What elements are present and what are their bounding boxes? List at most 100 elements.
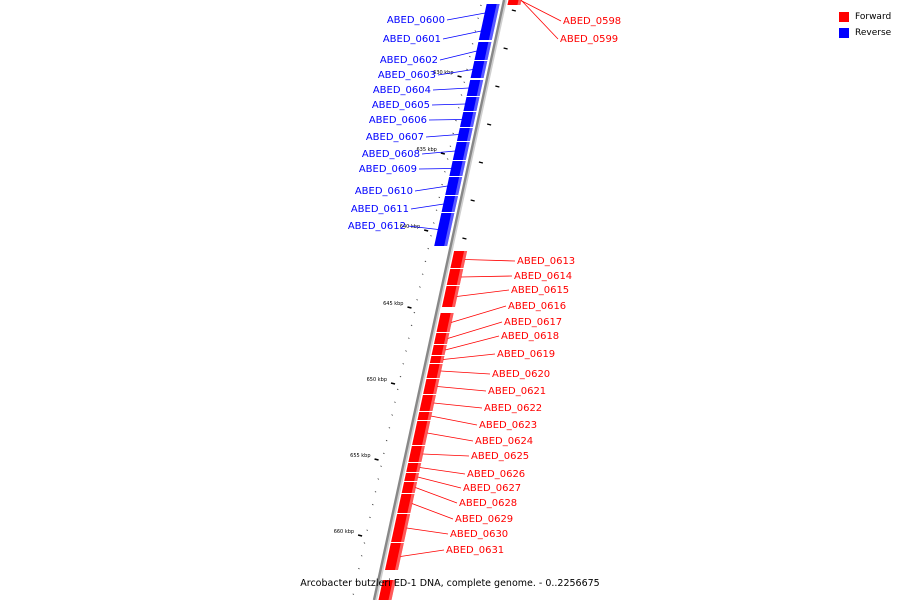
minor-tick [383, 452, 385, 455]
gene-highlight [517, 0, 522, 5]
gene-body [470, 61, 488, 78]
minor-tick [435, 209, 438, 211]
scale-tick-label: 655 kbp [350, 453, 370, 459]
gene-label: ABED_0605 [372, 100, 430, 111]
gene-highlight [484, 42, 492, 60]
gene-feature [406, 463, 422, 472]
legend-label: Reverse [855, 28, 892, 38]
gene-highlight [429, 395, 436, 411]
gene-feature [474, 42, 492, 60]
gene-label: ABED_0609 [359, 164, 417, 175]
scale-tick-label: 635 kbp [416, 147, 436, 153]
gene-label: ABED_0598 [563, 16, 621, 27]
legend: Forward Reverse [839, 9, 891, 41]
gene-feature [441, 286, 460, 307]
leader-line [422, 453, 470, 457]
minor-tick [374, 491, 377, 493]
gene-highlight [476, 80, 484, 96]
gene-label: ABED_0626 [467, 469, 525, 480]
leader-line [418, 168, 452, 170]
gene-feature [441, 196, 459, 212]
legend-entry: Forward [839, 9, 891, 25]
gene-body [404, 473, 420, 481]
leader-line [419, 467, 466, 475]
scale-tick-label: 630 kbp [433, 70, 453, 76]
gene-highlight [414, 473, 420, 481]
gene-label: ABED_0599 [560, 34, 618, 45]
minor-tick [410, 324, 413, 327]
minor-tick [444, 171, 446, 173]
leader-line [439, 50, 478, 61]
gene-highlight [418, 446, 425, 462]
major-tick [440, 152, 446, 155]
gene-feature [482, 4, 500, 22]
leader-line [400, 549, 445, 557]
minor-tick [413, 311, 416, 314]
backbone-line [372, 0, 506, 600]
leader-line [431, 103, 466, 106]
gene-body [417, 412, 433, 420]
major-tick [486, 123, 492, 126]
major-tick [495, 85, 500, 88]
leader-line [427, 432, 474, 442]
gene-highlight [460, 251, 468, 268]
major-tick [407, 306, 412, 309]
gene-label: ABED_0602 [380, 55, 438, 66]
minor-tick [460, 94, 463, 96]
leader-line [414, 185, 448, 192]
gene-body [446, 269, 464, 285]
gene-body [478, 22, 496, 40]
minor-tick [427, 247, 430, 250]
gene-label: ABED_0625 [471, 451, 529, 462]
gene-highlight [436, 364, 443, 378]
scale-tick-label: 660 kbp [334, 529, 354, 535]
leader-line [520, 0, 559, 40]
gene-body [507, 0, 522, 5]
minor-tick [405, 350, 407, 352]
leader-line [460, 275, 513, 278]
gene-body [434, 213, 455, 246]
minor-tick [446, 158, 449, 160]
gene-feature [419, 395, 436, 411]
leader-line [520, 0, 562, 22]
legend-entry: Reverse [839, 25, 891, 41]
leader-line [451, 305, 507, 323]
minor-tick [416, 299, 418, 301]
gene-label: ABED_0600 [387, 15, 445, 26]
minor-tick [396, 388, 399, 391]
gene-body [391, 514, 411, 542]
minor-tick [388, 427, 391, 429]
leader-line [411, 503, 454, 520]
gene-body [456, 128, 473, 141]
gene-feature [463, 97, 480, 111]
gene-body [441, 286, 460, 307]
gene-highlight [446, 313, 454, 332]
gene-label: ABED_0617 [504, 317, 562, 328]
gene-label: ABED_0612 [348, 221, 406, 232]
leader-line [443, 353, 496, 360]
gene-body [463, 97, 480, 111]
gene-highlight [427, 412, 433, 420]
minor-tick [402, 363, 405, 365]
minor-tick [407, 337, 410, 339]
gene-feature [397, 494, 415, 513]
minor-tick [466, 68, 468, 71]
gene-body [459, 112, 477, 127]
major-tick [462, 237, 467, 240]
minor-tick [463, 81, 466, 83]
leader-line [415, 487, 458, 504]
gene-body [433, 333, 450, 344]
gene-label: ABED_0620 [492, 369, 550, 380]
gene-label: ABED_0608 [362, 149, 420, 160]
gene-feature [431, 345, 447, 355]
minor-tick [477, 17, 479, 19]
gene-body [423, 379, 440, 394]
gene-body [408, 446, 425, 462]
gene-feature [445, 177, 463, 195]
gene-label: ABED_0614 [514, 271, 572, 282]
gene-body [406, 463, 422, 472]
gene-highlight [407, 494, 415, 513]
gene-highlight [455, 177, 463, 195]
leader-line [410, 203, 444, 210]
minor-tick [452, 132, 455, 135]
